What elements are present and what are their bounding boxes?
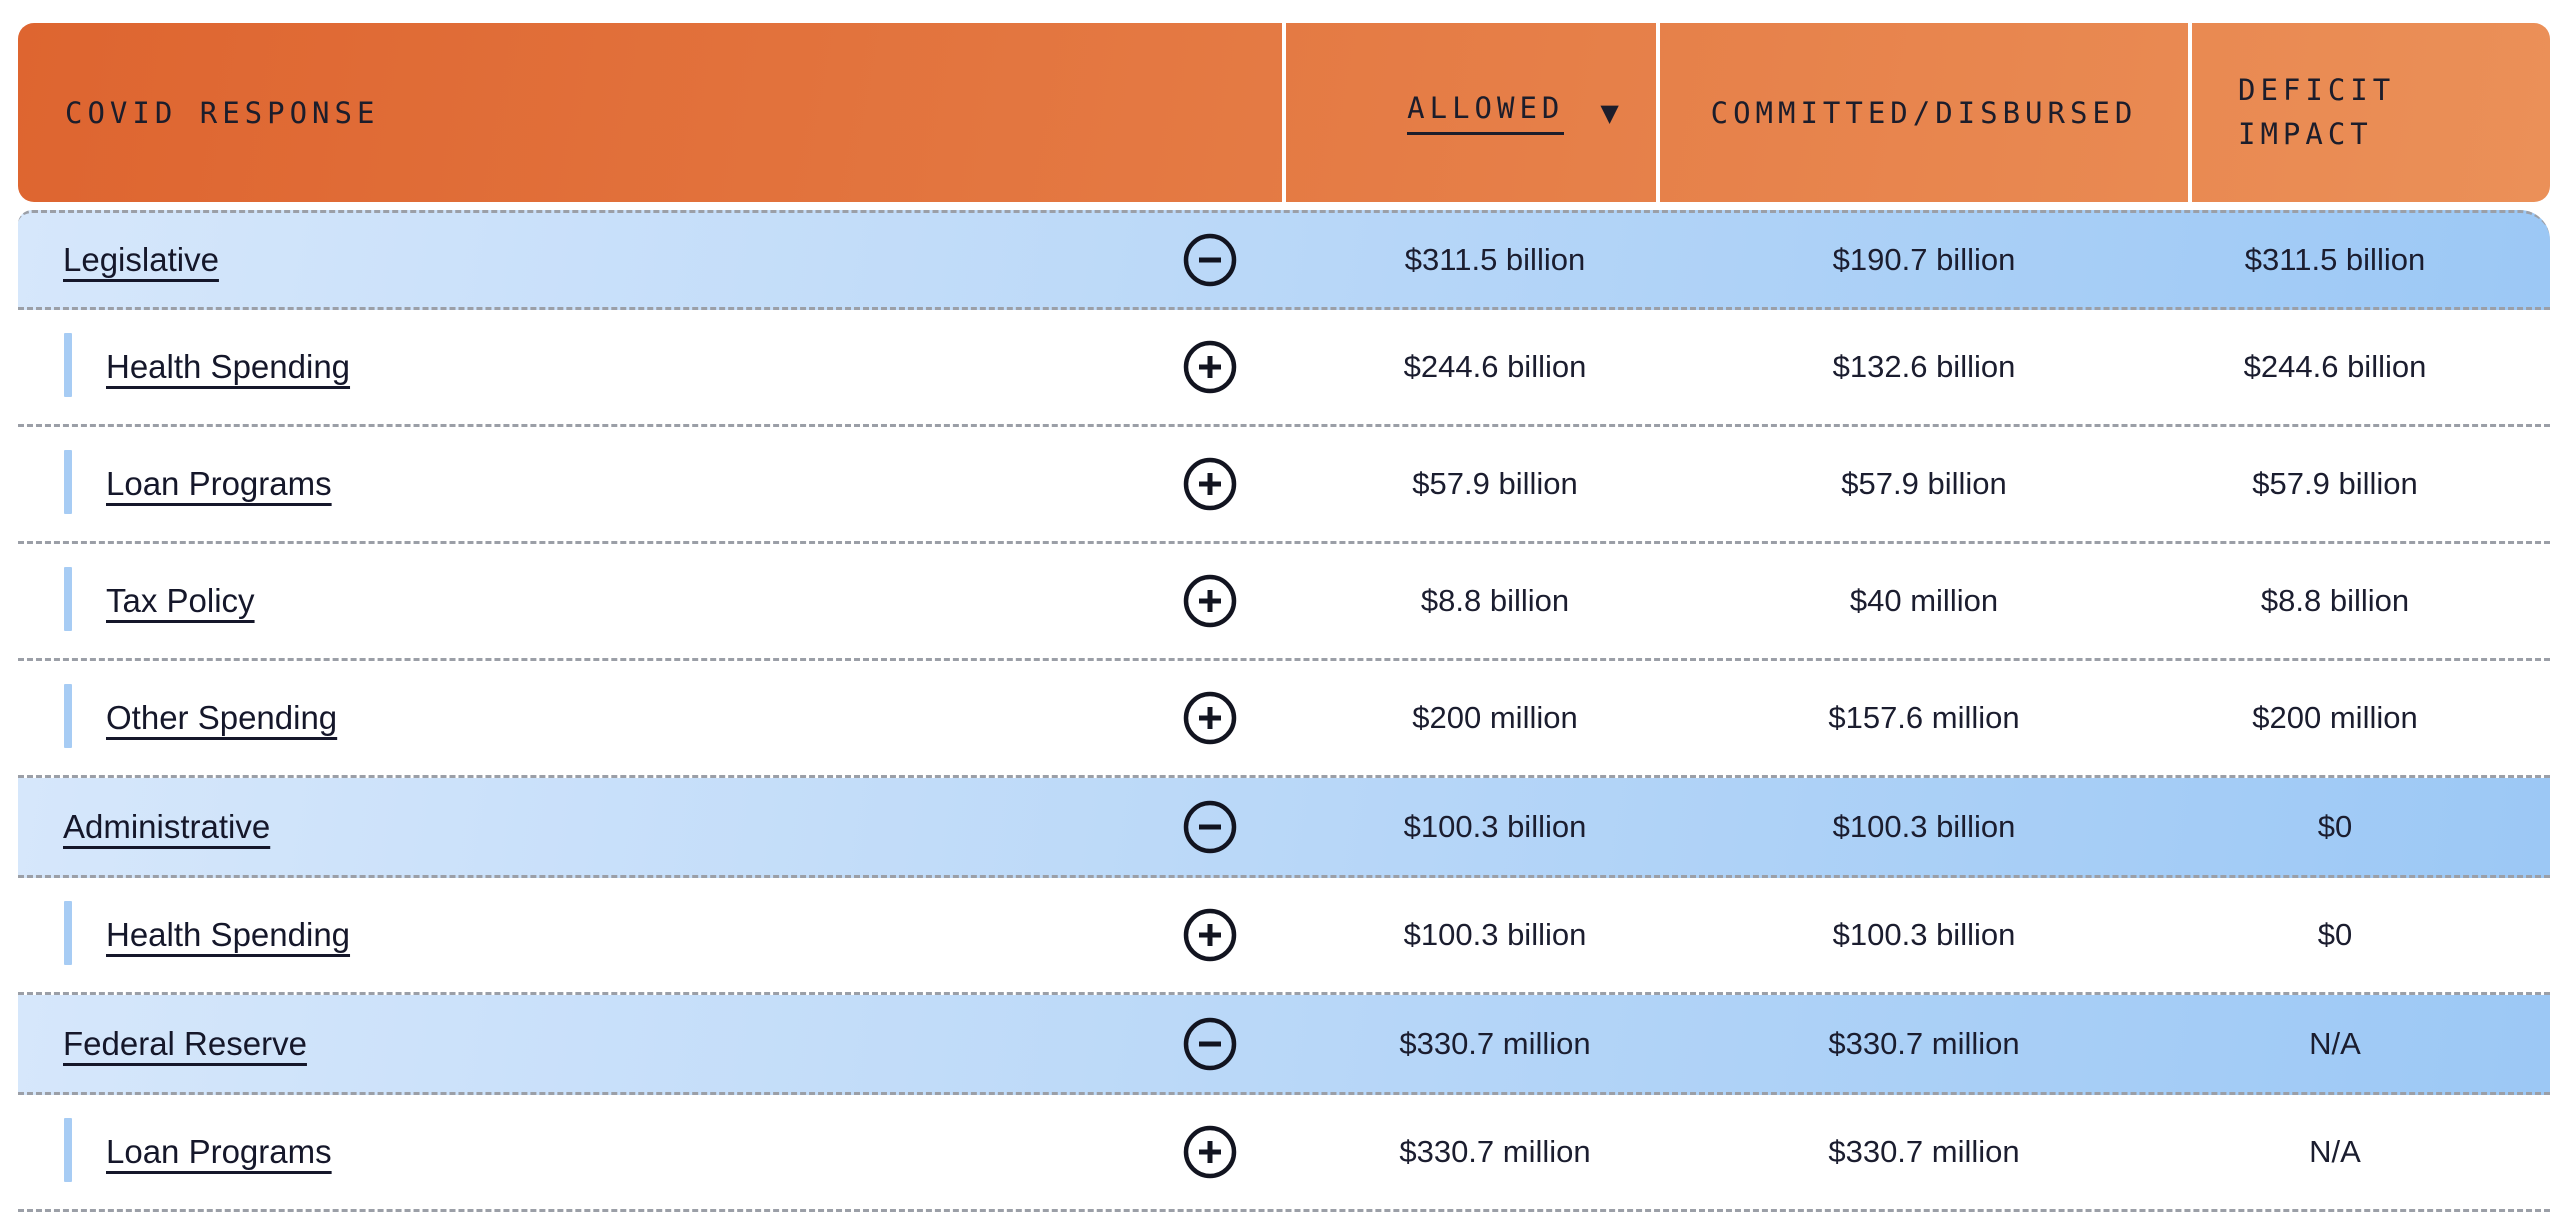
plus-circle-icon[interactable] [1183, 457, 1237, 511]
row-link-loan-programs[interactable]: Loan Programs [106, 1133, 332, 1170]
allowed-value: $57.9 billion [1412, 466, 1578, 501]
column-header-deficit-impact: DEFICIT IMPACT [2190, 69, 2550, 156]
row-link-federal-reserve[interactable]: Federal Reserve [63, 1024, 307, 1062]
indent-bar [64, 901, 72, 965]
minus-circle-icon[interactable] [1183, 233, 1237, 287]
table-header-row: COVID RESPONSE ALLOWED ▼ COMMITTED/DISBU… [18, 23, 2550, 202]
minus-circle-icon[interactable] [1183, 800, 1237, 854]
row-name-cell: Health Spending [18, 878, 1284, 992]
deficit-impact-line1: DEFICIT [2238, 73, 2396, 107]
row-name-cell: Loan Programs [18, 1095, 1284, 1209]
row-name-cell: Other Spending [18, 661, 1284, 775]
deficit-value: N/A [2309, 1134, 2361, 1169]
table-row-loan-programs: Loan Programs $57.9 billion $57.9 billion $… [18, 427, 2550, 544]
committed-value: $330.7 million [1828, 1134, 2020, 1169]
committed-value: $40 million [1849, 583, 1999, 618]
deficit-value: $8.8 billion [2260, 583, 2410, 618]
table-row-federal-reserve: Federal Reserve $330.7 million $330.7 mill… [18, 995, 2550, 1095]
indent-bar [64, 567, 72, 631]
row-link-health-spending[interactable]: Health Spending [106, 348, 351, 385]
row-name-cell: Legislative [18, 213, 1284, 307]
table-row-other-spending: Other Spending $200 million $157.6 million… [18, 661, 2550, 778]
deficit-value: $0 [2317, 917, 2353, 952]
allowed-value: $311.5 billion [1404, 242, 1586, 277]
allowed-value: $8.8 billion [1420, 583, 1570, 618]
column-header-committed-disbursed: COMMITTED/DISBURSED [1710, 95, 2138, 130]
plus-circle-icon[interactable] [1183, 340, 1237, 394]
allowed-value: $330.7 million [1399, 1025, 1591, 1061]
row-name-cell: Federal Reserve [18, 995, 1284, 1092]
plus-circle-icon[interactable] [1183, 1125, 1237, 1179]
allowed-value: $100.3 billion [1403, 917, 1587, 952]
row-link-administrative[interactable]: Administrative [63, 807, 271, 845]
row-link-other-spending[interactable]: Other Spending [106, 699, 338, 736]
sort-desc-icon[interactable]: ▼ [1600, 98, 1619, 127]
column-header-allowed[interactable]: ALLOWED ▼ [1284, 91, 1658, 135]
plus-circle-icon[interactable] [1183, 691, 1237, 745]
allowed-value: $100.3 billion [1403, 808, 1587, 844]
deficit-value: $57.9 billion [2252, 466, 2418, 501]
column-header-covid-response: COVID RESPONSE [65, 95, 380, 130]
indent-bar [64, 450, 72, 514]
table-body: Legislative $311.5 billion $190.7 billion $… [18, 210, 2550, 1212]
row-name-cell: Tax Policy [18, 544, 1284, 658]
row-name-cell: Health Spending [18, 310, 1284, 424]
deficit-value: $244.6 billion [2243, 349, 2427, 384]
allowed-value: $200 million [1412, 700, 1578, 735]
deficit-value: N/A [2309, 1025, 2361, 1061]
table-row-administrative: Administrative $100.3 billion $100.3 billi… [18, 778, 2550, 878]
table-row-legislative: Legislative $311.5 billion $190.7 billion $… [18, 210, 2550, 310]
deficit-value: $200 million [2252, 700, 2418, 735]
deficit-value: $311.5 billion [2244, 242, 2426, 277]
row-link-health-spending[interactable]: Health Spending [106, 916, 351, 953]
committed-value: $190.7 billion [1832, 242, 2016, 277]
row-link-legislative[interactable]: Legislative [63, 241, 219, 278]
covid-response-table: COVID RESPONSE ALLOWED ▼ COMMITTED/DISBU… [18, 23, 2550, 1212]
plus-circle-icon[interactable] [1183, 908, 1237, 962]
indent-bar [64, 684, 72, 748]
allowed-value: $244.6 billion [1403, 349, 1587, 384]
row-link-tax-policy[interactable]: Tax Policy [106, 582, 255, 619]
table-row-health-spending: Health Spending $244.6 billion $132.6 bill… [18, 310, 2550, 427]
column-header-allowed-label[interactable]: ALLOWED [1407, 91, 1565, 135]
table-row-tax-policy: Tax Policy $8.8 billion $40 million $8.8 bi… [18, 544, 2550, 661]
row-link-loan-programs[interactable]: Loan Programs [106, 465, 332, 502]
table-row-loan-programs: Loan Programs $330.7 million $330.7 millio… [18, 1095, 2550, 1212]
indent-bar [64, 1118, 72, 1182]
committed-value: $157.6 million [1828, 700, 2020, 735]
committed-value: $57.9 billion [1841, 466, 2007, 501]
committed-value: $132.6 billion [1832, 349, 2016, 384]
row-name-cell: Loan Programs [18, 427, 1284, 541]
committed-value: $330.7 million [1828, 1025, 2020, 1061]
deficit-impact-line2: IMPACT [2238, 116, 2373, 151]
header-divider [1656, 23, 1660, 202]
header-divider [1282, 23, 1286, 202]
committed-value: $100.3 billion [1832, 808, 2016, 844]
allowed-value: $330.7 million [1399, 1134, 1591, 1169]
header-divider [2188, 23, 2192, 202]
deficit-value: $0 [2317, 808, 2353, 844]
minus-circle-icon[interactable] [1183, 1017, 1237, 1071]
row-name-cell: Administrative [18, 778, 1284, 875]
indent-bar [64, 333, 72, 397]
table-row-health-spending: Health Spending $100.3 billion $100.3 bill… [18, 878, 2550, 995]
plus-circle-icon[interactable] [1183, 574, 1237, 628]
committed-value: $100.3 billion [1832, 917, 2016, 952]
